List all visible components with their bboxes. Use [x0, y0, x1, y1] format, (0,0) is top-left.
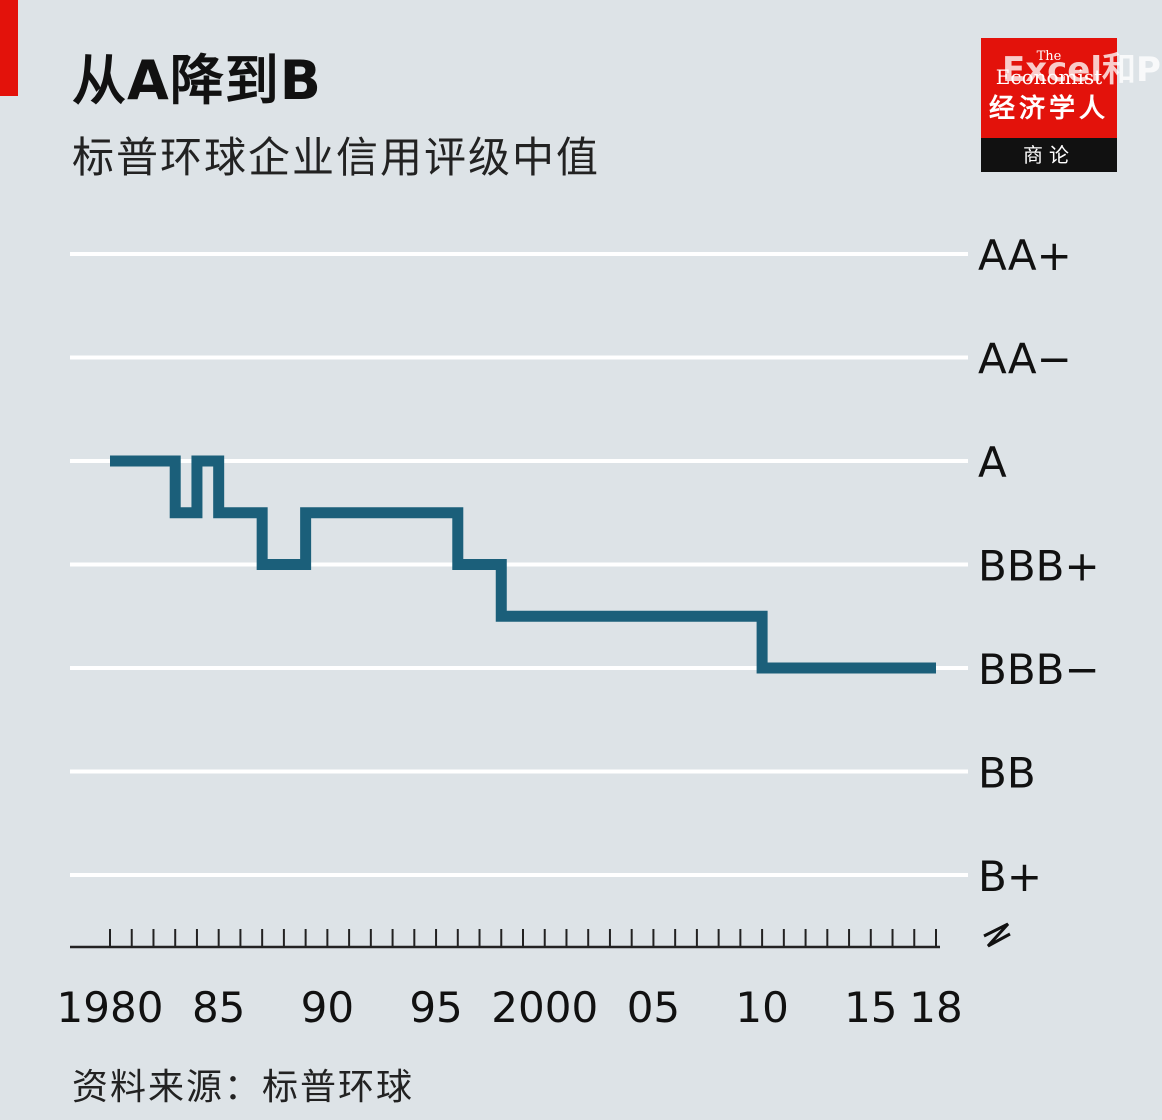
logo-name: Economist	[995, 65, 1103, 89]
rating-series-line	[110, 455, 936, 674]
x-tick-label: 90	[301, 983, 354, 1032]
y-tick-label: BBB+	[978, 542, 1100, 591]
watermark-text: Excel和P	[1002, 50, 1161, 90]
chart-title: 从A降到B	[72, 49, 322, 112]
y-tick-label: B+	[978, 852, 1042, 901]
x-tick-label: 1980	[57, 983, 164, 1032]
y-tick-label: BBB−	[978, 645, 1100, 694]
chart-subtitle: 标普环球企业信用评级中值	[72, 133, 601, 182]
x-tick-label: 05	[627, 983, 680, 1032]
x-tick-label: 2000	[491, 983, 598, 1032]
economist-logo: The Economist 经济学人 商论	[981, 38, 1117, 172]
x-tick-label: 15	[844, 983, 897, 1032]
x-tick-label: 85	[192, 983, 245, 1032]
x-tick-label: 10	[735, 983, 788, 1032]
x-tick-label: 95	[409, 983, 462, 1032]
x-tick-label: 18	[909, 983, 962, 1032]
logo-the: The	[1036, 49, 1062, 64]
accent-tab	[0, 0, 18, 96]
y-tick-label: A	[978, 438, 1007, 487]
source-note: 资料来源：标普环球	[72, 1067, 415, 1108]
axis-break-icon	[983, 922, 1011, 948]
logo-chinese-name: 经济学人	[988, 94, 1109, 124]
y-tick-label: AA−	[978, 335, 1072, 384]
y-tick-label: BB	[978, 749, 1036, 798]
logo-bar-label: 商论	[981, 138, 1117, 172]
y-tick-label: AA+	[978, 231, 1072, 280]
